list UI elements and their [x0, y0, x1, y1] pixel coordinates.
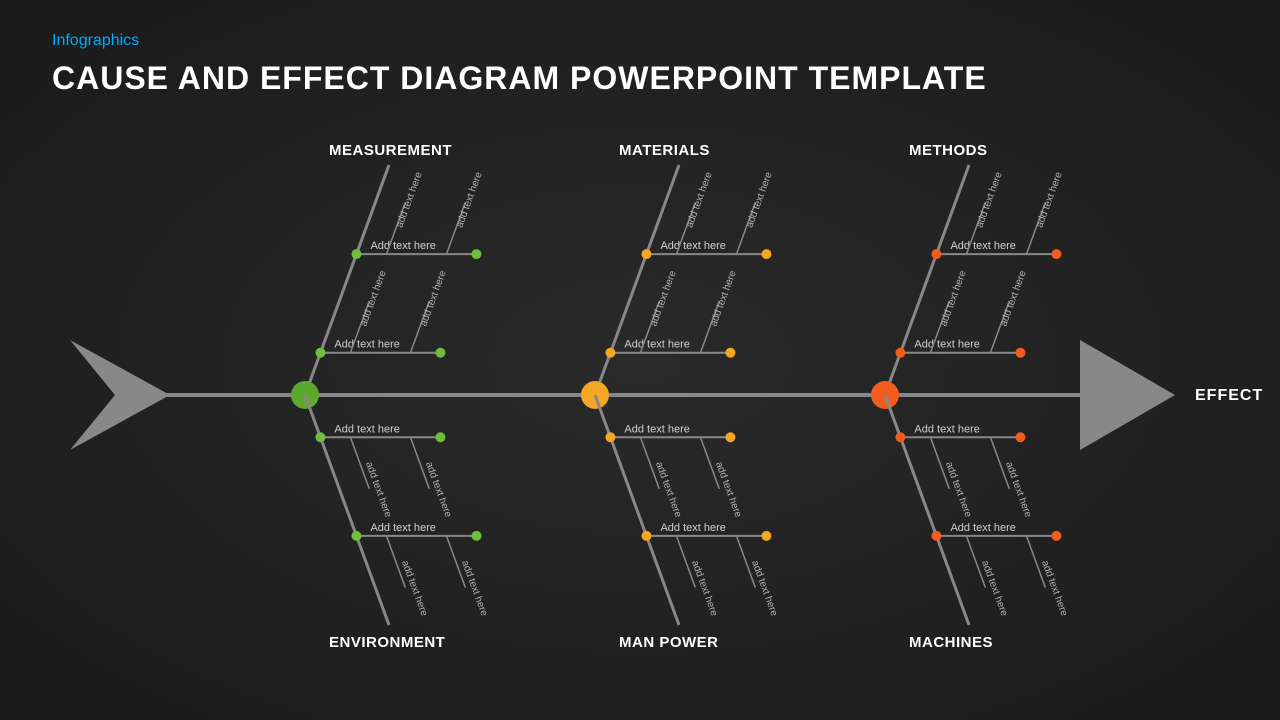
sub-rib-label: add text here [708, 269, 739, 328]
fishbone-diagram: EFFECT MEASUREMENT Add text here add text h… [0, 0, 1280, 720]
rib-label: Add text here [950, 522, 1015, 534]
rib-dot [351, 249, 361, 259]
sub-rib-label: add text here [689, 559, 720, 618]
rib-dot [761, 249, 771, 259]
rib-dot [1051, 531, 1061, 541]
rib-dot [1051, 249, 1061, 259]
sub-rib-label: add text here [974, 170, 1005, 229]
category-label-environment: ENVIRONMENT [329, 634, 445, 651]
rib-dot [895, 432, 905, 442]
rib-dot [761, 531, 771, 541]
rib-dot [471, 531, 481, 541]
rib-dot [315, 348, 325, 358]
category-label-measurement: MEASUREMENT [329, 142, 452, 159]
effect-label: EFFECT [1195, 387, 1263, 404]
sub-rib-label: add text here [713, 460, 744, 519]
rib-label: Add text here [370, 522, 435, 534]
rib-label: Add text here [370, 240, 435, 252]
rib-label: Add text here [624, 423, 689, 435]
rib-label: Add text here [334, 339, 399, 351]
rib-dot [641, 531, 651, 541]
rib-dot [725, 432, 735, 442]
sub-rib-label: add text here [749, 559, 780, 618]
rib-dot [605, 348, 615, 358]
rib-dot [471, 249, 481, 259]
sub-rib-label: add text here [648, 269, 679, 328]
sub-rib-label: add text here [684, 170, 715, 229]
sub-rib-label: add text here [363, 460, 394, 519]
rib-label: Add text here [660, 522, 725, 534]
sub-rib-label: add text here [418, 269, 449, 328]
sub-rib-label: add text here [1003, 460, 1034, 519]
sub-rib-label: add text here [653, 460, 684, 519]
rib-label: Add text here [660, 240, 725, 252]
sub-rib-label: add text here [423, 460, 454, 519]
sub-rib-label: add text here [1039, 559, 1070, 618]
rib-label: Add text here [914, 339, 979, 351]
rib-dot [1015, 432, 1025, 442]
rib-label: Add text here [914, 423, 979, 435]
sub-rib-label: add text here [454, 170, 485, 229]
sub-rib-label: add text here [943, 460, 974, 519]
sub-rib-label: add text here [979, 559, 1010, 618]
category-label-machines: MACHINES [909, 634, 993, 651]
rib-dot [1015, 348, 1025, 358]
rib-label: Add text here [334, 423, 399, 435]
category-label-materials: MATERIALS [619, 142, 710, 159]
rib-dot [895, 348, 905, 358]
rib-dot [605, 432, 615, 442]
rib-dot [641, 249, 651, 259]
sub-rib-label: add text here [459, 559, 490, 618]
rib-dot [931, 531, 941, 541]
category-label-methods: METHODS [909, 142, 988, 159]
sub-rib-label: add text here [998, 269, 1029, 328]
sub-rib-label: add text here [358, 269, 389, 328]
rib-dot [435, 432, 445, 442]
category-label-man-power: MAN POWER [619, 634, 719, 651]
rib-dot [351, 531, 361, 541]
rib-label: Add text here [624, 339, 689, 351]
sub-rib-label: add text here [399, 559, 430, 618]
rib-dot [931, 249, 941, 259]
sub-rib-label: add text here [938, 269, 969, 328]
sub-rib-label: add text here [1034, 170, 1065, 229]
rib-dot [725, 348, 735, 358]
rib-dot [435, 348, 445, 358]
sub-rib-label: add text here [744, 170, 775, 229]
rib-label: Add text here [950, 240, 1015, 252]
rib-dot [315, 432, 325, 442]
sub-rib-label: add text here [394, 170, 425, 229]
